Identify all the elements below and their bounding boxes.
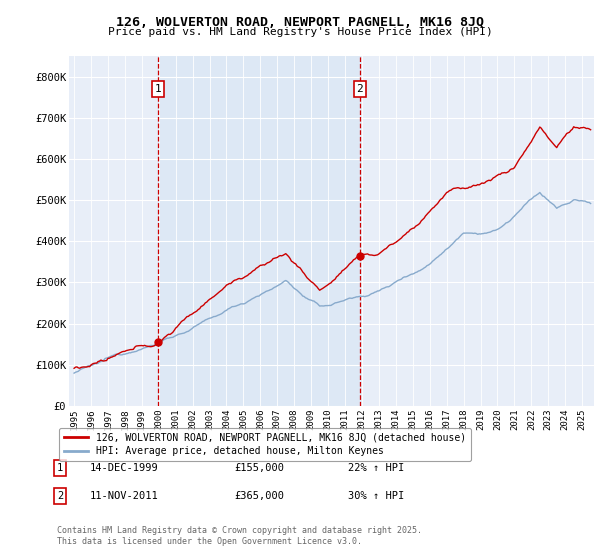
Text: £155,000: £155,000 xyxy=(234,463,284,473)
Text: 2: 2 xyxy=(356,84,363,94)
Text: 126, WOLVERTON ROAD, NEWPORT PAGNELL, MK16 8JQ: 126, WOLVERTON ROAD, NEWPORT PAGNELL, MK… xyxy=(116,16,484,29)
Text: Price paid vs. HM Land Registry's House Price Index (HPI): Price paid vs. HM Land Registry's House … xyxy=(107,27,493,37)
Text: 30% ↑ HPI: 30% ↑ HPI xyxy=(348,491,404,501)
Text: 22% ↑ HPI: 22% ↑ HPI xyxy=(348,463,404,473)
Text: £365,000: £365,000 xyxy=(234,491,284,501)
Text: 1: 1 xyxy=(155,84,161,94)
Text: 1: 1 xyxy=(57,463,63,473)
Text: 11-NOV-2011: 11-NOV-2011 xyxy=(90,491,159,501)
Text: 2: 2 xyxy=(57,491,63,501)
Text: 14-DEC-1999: 14-DEC-1999 xyxy=(90,463,159,473)
Text: Contains HM Land Registry data © Crown copyright and database right 2025.
This d: Contains HM Land Registry data © Crown c… xyxy=(57,526,422,546)
Bar xyxy=(158,56,360,406)
Legend: 126, WOLVERTON ROAD, NEWPORT PAGNELL, MK16 8JQ (detached house), HPI: Average pr: 126, WOLVERTON ROAD, NEWPORT PAGNELL, MK… xyxy=(59,428,471,461)
